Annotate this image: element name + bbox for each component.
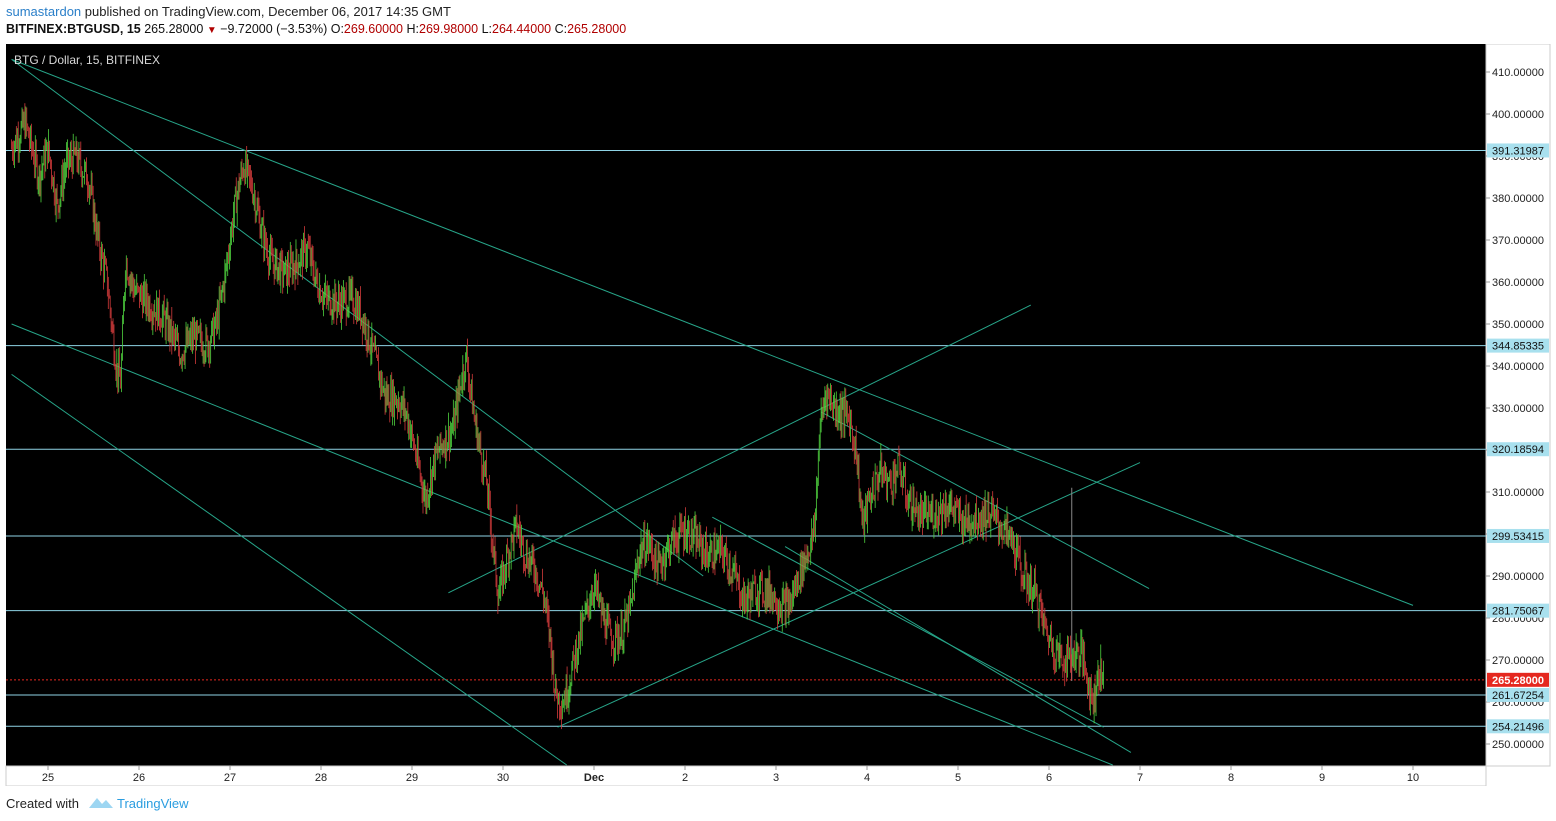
price-tick-label: 370.00000 (1492, 235, 1544, 247)
tradingview-brand-link[interactable]: TradingView (117, 796, 189, 811)
plot-background (6, 44, 1486, 766)
low-label: L: (481, 22, 493, 36)
open-label: O: (330, 22, 344, 36)
level-price-tag (1487, 687, 1549, 702)
price-tick-label: 380.00000 (1492, 193, 1544, 205)
trend-line (784, 546, 1132, 753)
price-tick-label: 330.00000 (1492, 403, 1544, 415)
chart-header: sumastardon published on TradingView.com… (0, 0, 1556, 44)
level-price-tag (1487, 338, 1549, 353)
trend-line (557, 462, 1141, 728)
close-value: 265.28000 (567, 22, 627, 36)
footer: Created with TradingView (0, 786, 1556, 821)
open-value: 269.60000 (343, 22, 404, 36)
time-axis[interactable] (5, 765, 1487, 786)
current-price-tag (1487, 672, 1549, 687)
level-price-tag (1487, 442, 1549, 457)
level-price-tag (1487, 528, 1549, 543)
time-tick-label: Dec (584, 772, 604, 784)
time-tick-label: 27 (224, 772, 236, 784)
trend-line (11, 373, 567, 766)
current-price-label: 265.28000 (1492, 675, 1544, 687)
time-tick-label: 7 (1137, 772, 1143, 784)
quote-line: BITFINEX:BTGUSD, 15 265.28000 ▼ −9.72000… (6, 22, 626, 36)
price-tick-label: 250.00000 (1492, 739, 1544, 751)
price-tick-label: 270.00000 (1492, 655, 1544, 667)
trend-line (712, 516, 1104, 728)
level-price-label: 281.75067 (1492, 606, 1544, 618)
chart-area[interactable]: 250.00000 260.00000 270.00000 280.00000 290.… (0, 44, 1556, 786)
price-axis-labels: 250.00000260.00000270.00000280.00000290.… (1486, 67, 1549, 751)
trend-line (11, 58, 1414, 606)
level-price-tag (1487, 719, 1549, 734)
trend-line (11, 323, 1113, 766)
price-tick-label: 310.00000 (1492, 487, 1544, 499)
low-value: 264.44000 (492, 22, 552, 36)
price-tick-label: 360.00000 (1492, 277, 1544, 289)
high-label: H: (406, 22, 420, 36)
level-price-label: 254.21496 (1492, 721, 1544, 733)
price-tick-label: 350.00000 (1492, 319, 1544, 331)
price-axis[interactable] (1485, 44, 1551, 767)
symbol-label: BITFINEX:BTGUSD, 15 (6, 22, 141, 36)
publish-line: sumastardon published on TradingView.com… (6, 4, 451, 19)
price-chart[interactable]: 250.00000260.00000270.00000280.00000290.… (0, 44, 1556, 786)
time-tick-label: 6 (1046, 772, 1052, 784)
candles (11, 103, 1104, 730)
price-tick-label: 290.00000 (1492, 571, 1544, 583)
time-tick-label: 26 (133, 772, 145, 784)
time-tick-label: 9 (1319, 772, 1325, 784)
level-price-label: 320.18594 (1492, 444, 1544, 456)
time-tick-label: 25 (42, 772, 54, 784)
level-price-label: 391.31987 (1492, 145, 1544, 157)
level-price-tag (1487, 143, 1549, 158)
time-axis-labels: 25 26 27 28 29 30 Dec 2 3 4 5 6 7 8 9 10 (42, 766, 1419, 784)
trend-line (448, 304, 1032, 594)
time-tick-label: 28 (315, 772, 327, 784)
published-text: published on TradingView.com, December 0… (84, 4, 451, 19)
time-tick-label: 5 (955, 772, 961, 784)
close-label: C: (554, 22, 568, 36)
level-price-tag (1487, 603, 1549, 618)
author-link[interactable]: sumastardon (6, 4, 82, 19)
time-tick-label: 3 (773, 772, 779, 784)
time-tick-label: 29 (406, 772, 418, 784)
time-tick-label: 10 (1407, 772, 1419, 784)
time-tick-label: 2 (682, 772, 688, 784)
high-value: 269.98000 (419, 22, 479, 36)
created-with-text: Created with (6, 796, 79, 811)
time-tick-label: 8 (1228, 772, 1234, 784)
time-tick-label: 30 (497, 772, 509, 784)
level-price-label: 261.67254 (1492, 690, 1544, 702)
price-tick-label: 410.00000 (1492, 67, 1544, 79)
chart-title: BTG / Dollar, 15, BITFINEX (14, 53, 160, 67)
price-tick-label: 400.00000 (1492, 109, 1544, 121)
down-triangle-icon: ▼ (206, 25, 217, 36)
level-price-label: 299.53415 (1492, 531, 1544, 543)
price-tick-label: 340.00000 (1492, 361, 1544, 373)
tradingview-logo-icon (89, 798, 113, 808)
last-price: 265.28000 (144, 22, 204, 36)
level-price-label: 344.85335 (1492, 341, 1544, 353)
time-tick-label: 4 (864, 772, 870, 784)
price-change: −9.72000 (−3.53%) (220, 22, 328, 36)
